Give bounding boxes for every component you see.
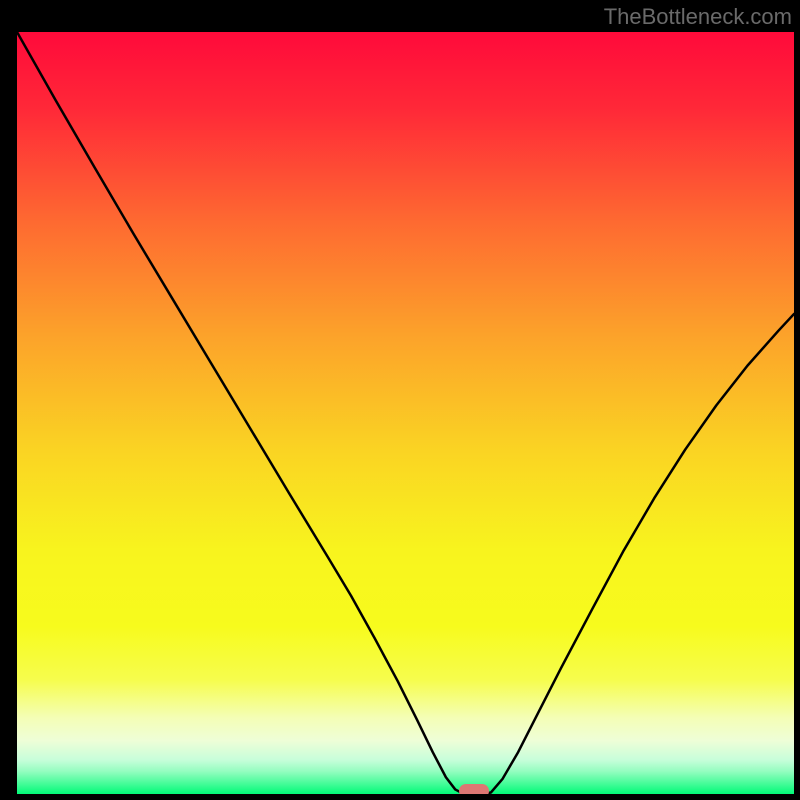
plot-area (17, 32, 794, 794)
watermark-text: TheBottleneck.com (604, 4, 792, 30)
chart-frame: TheBottleneck.com (0, 0, 800, 800)
bottleneck-marker (459, 784, 489, 794)
bottleneck-curve (17, 32, 794, 794)
